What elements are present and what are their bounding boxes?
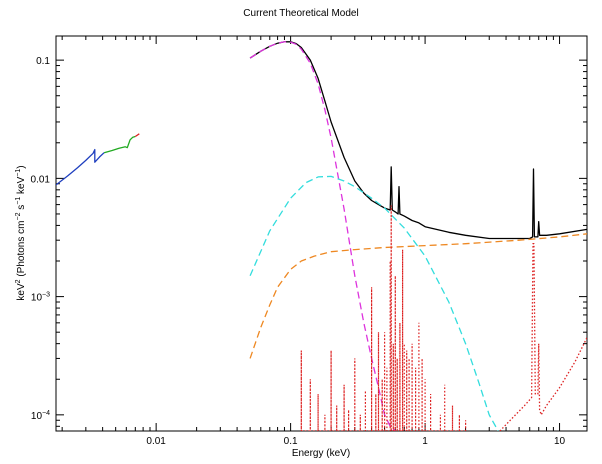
x-axis-tick-labels: 0.01 0.1 1 10	[146, 436, 565, 447]
series-line-1	[56, 148, 105, 186]
plot-area-frame	[55, 35, 588, 432]
y-tick-label-exp: −3	[42, 292, 50, 299]
x-tick-label: 10	[554, 436, 566, 447]
series-line-3	[134, 133, 140, 138]
y-axis-label: keV2 (Photons cm−2 s−1 keV−1)	[15, 165, 27, 300]
y-axis-ticks	[56, 59, 587, 427]
x-tick-label: 1	[422, 436, 428, 447]
y-axis-label-sup: −2	[15, 212, 22, 220]
y-tick-label-exp: −4	[42, 410, 50, 417]
series-line-2	[103, 135, 136, 154]
y-axis-label-sup: −1	[15, 197, 22, 205]
y-tick-label: 10−4	[31, 410, 50, 422]
y-tick-label: 0.01	[31, 174, 51, 185]
x-axis-label: Energy (keV)	[292, 448, 350, 459]
y-axis-label-part: keV	[16, 176, 27, 196]
x-axis-ticks	[61, 36, 561, 431]
x-tick-label: 0.1	[284, 436, 298, 447]
y-axis-label-part: keV	[16, 283, 27, 301]
y-tick-label-base: 10	[31, 293, 43, 304]
y-tick-label-base: 10	[31, 411, 43, 422]
series-line-7	[249, 233, 587, 359]
series-line-6	[249, 175, 499, 431]
series-line-4	[249, 41, 587, 240]
y-axis-label-part: s	[16, 205, 27, 213]
y-axis-label-sup: 2	[15, 279, 22, 283]
y-axis-label-part: )	[16, 165, 27, 168]
y-tick-label: 0.1	[36, 56, 50, 67]
emission-lines-1	[300, 205, 467, 431]
chart-title: Current Theoretical Model	[243, 8, 358, 19]
series-group	[56, 41, 587, 431]
series-line-8	[499, 243, 587, 431]
series-line-5	[249, 41, 396, 431]
y-axis-tick-labels: 10−410−30.010.1	[31, 56, 51, 422]
y-tick-label: 10−3	[31, 292, 50, 304]
x-tick-label: 0.01	[146, 436, 166, 447]
y-axis-label-sup: −1	[15, 169, 22, 177]
y-axis-label-part: (Photons cm	[16, 221, 27, 280]
